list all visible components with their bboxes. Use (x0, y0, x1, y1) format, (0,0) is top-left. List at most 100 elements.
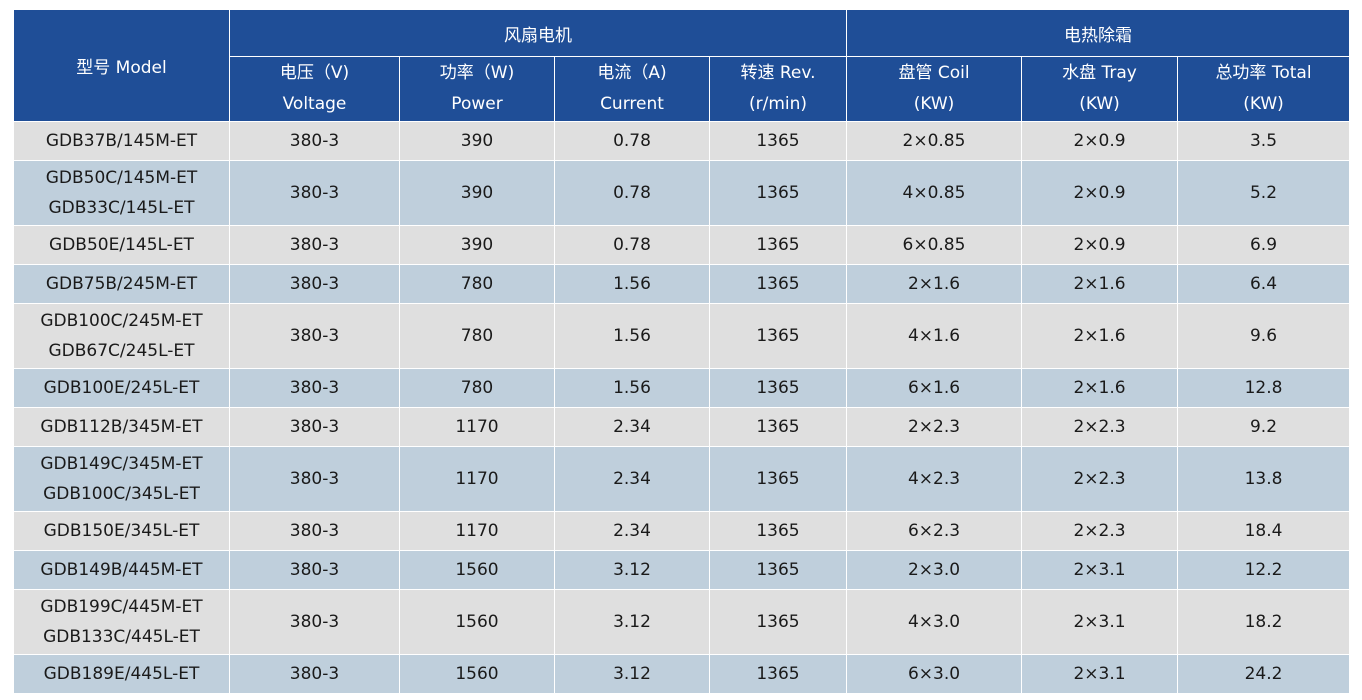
cell-voltage: 380-3 (229, 511, 400, 551)
cell-model: GDB50E/145L-ET (13, 225, 230, 265)
header-tray-label: 水盘 Tray (1062, 63, 1137, 83)
cell-tray: 2×3.1 (1021, 589, 1178, 655)
cell-total: 9.6 (1177, 303, 1350, 369)
header-coil: 盘管 Coil (KW) (846, 56, 1022, 122)
table-row: GDB37B/145M-ET 380-3 390 0.78 1365 2×0.85 2×0.… (13, 121, 1350, 161)
cell-voltage: 380-3 (229, 160, 400, 226)
header-tray-unit: (KW) (1079, 94, 1120, 114)
cell-tray: 2×3.1 (1021, 550, 1178, 590)
model-number: GDB149C/345M-ET (40, 454, 203, 474)
cell-total: 3.5 (1177, 121, 1350, 161)
header-total-power: 总功率 Total (KW) (1177, 56, 1350, 122)
cell-current: 3.12 (554, 654, 710, 694)
cell-voltage: 380-3 (229, 550, 400, 590)
cell-total: 6.9 (1177, 225, 1350, 265)
model-number: GDB50C/145M-ET (45, 168, 198, 188)
cell-total: 18.4 (1177, 511, 1350, 551)
header-current-en: Current (600, 94, 664, 114)
cell-total: 9.2 (1177, 407, 1350, 447)
cell-tray: 2×0.9 (1021, 121, 1178, 161)
cell-current: 2.34 (554, 446, 710, 512)
cell-coil: 2×2.3 (846, 407, 1022, 447)
cell-model: GDB50C/145M-ET GDB33C/145L-ET (13, 160, 230, 226)
model-number: GDB37B/145M-ET (45, 131, 198, 151)
cell-speed: 1365 (709, 407, 847, 447)
cell-total: 24.2 (1177, 654, 1350, 694)
header-tray: 水盘 Tray (KW) (1021, 56, 1178, 122)
header-current: 电流（A) Current (554, 56, 710, 122)
cell-speed: 1365 (709, 654, 847, 694)
cell-model: GDB100C/245M-ET GDB67C/245L-ET (13, 303, 230, 369)
cell-voltage: 380-3 (229, 121, 400, 161)
cell-voltage: 380-3 (229, 303, 400, 369)
model-number: GDB67C/245L-ET (48, 341, 195, 361)
cell-current: 1.56 (554, 303, 710, 369)
cell-power: 390 (399, 121, 555, 161)
model-number: GDB189E/445L-ET (43, 664, 200, 684)
cell-power: 1170 (399, 446, 555, 512)
header-coil-unit: (KW) (913, 94, 955, 114)
cell-tray: 2×2.3 (1021, 511, 1178, 551)
cell-total: 13.8 (1177, 446, 1350, 512)
table-row: GDB50C/145M-ET GDB33C/145L-ET 380-3 390 0.78… (13, 160, 1350, 226)
model-number: GDB50E/145L-ET (49, 235, 194, 255)
spec-table-container: 型号 Model 风扇电机 电热除霜 电压（V) Voltage 功率（W) P… (13, 9, 1350, 694)
cell-model: GDB37B/145M-ET (13, 121, 230, 161)
cell-coil: 2×3.0 (846, 550, 1022, 590)
cell-coil: 2×1.6 (846, 264, 1022, 304)
header-total-unit: (KW) (1243, 94, 1284, 114)
cell-model: GDB150E/345L-ET (13, 511, 230, 551)
cell-power: 780 (399, 368, 555, 408)
cell-tray: 2×1.6 (1021, 368, 1178, 408)
header-voltage-en: Voltage (282, 94, 347, 114)
cell-voltage: 380-3 (229, 368, 400, 408)
header-voltage-zh: 电压（V) (279, 63, 350, 83)
cell-speed: 1365 (709, 121, 847, 161)
table-row: GDB100E/245L-ET 380-3 780 1.56 1365 6×1.6 2×1.… (13, 368, 1350, 408)
cell-coil: 4×0.85 (846, 160, 1022, 226)
cell-current: 1.56 (554, 368, 710, 408)
header-power-en: Power (451, 94, 503, 114)
model-number: GDB100C/345L-ET (43, 484, 200, 504)
cell-power: 1560 (399, 589, 555, 655)
cell-current: 0.78 (554, 121, 710, 161)
cell-tray: 2×0.9 (1021, 160, 1178, 226)
header-current-zh: 电流（A) (597, 63, 667, 83)
cell-current: 0.78 (554, 225, 710, 265)
cell-current: 2.34 (554, 511, 710, 551)
cell-current: 0.78 (554, 160, 710, 226)
cell-coil: 4×2.3 (846, 446, 1022, 512)
table-row: GDB75B/245M-ET 380-3 780 1.56 1365 2×1.6 2×1.6… (13, 264, 1350, 304)
model-number: GDB112B/345M-ET (40, 417, 203, 437)
cell-total: 18.2 (1177, 589, 1350, 655)
model-number: GDB75B/245M-ET (45, 274, 198, 294)
cell-voltage: 380-3 (229, 225, 400, 265)
model-number: GDB199C/445M-ET (40, 597, 203, 617)
cell-speed: 1365 (709, 160, 847, 226)
cell-model: GDB149C/345M-ET GDB100C/345L-ET (13, 446, 230, 512)
table-row: GDB189E/445L-ET 380-3 1560 3.12 1365 6×3.0 2×3… (13, 654, 1350, 694)
cell-power: 1560 (399, 550, 555, 590)
cell-voltage: 380-3 (229, 264, 400, 304)
table-row: GDB149B/445M-ET 380-3 1560 3.12 1365 2×3.0 2×3… (13, 550, 1350, 590)
cell-model: GDB112B/345M-ET (13, 407, 230, 447)
header-power-zh: 功率（W) (439, 63, 515, 83)
table-row: GDB149C/345M-ET GDB100C/345L-ET 380-3 1170 2… (13, 446, 1350, 512)
cell-speed: 1365 (709, 264, 847, 304)
header-voltage: 电压（V) Voltage (229, 56, 400, 122)
cell-voltage: 380-3 (229, 654, 400, 694)
cell-speed: 1365 (709, 511, 847, 551)
cell-total: 12.2 (1177, 550, 1350, 590)
cell-power: 780 (399, 303, 555, 369)
cell-coil: 2×0.85 (846, 121, 1022, 161)
cell-power: 780 (399, 264, 555, 304)
header-coil-label: 盘管 Coil (898, 63, 970, 83)
cell-speed: 1365 (709, 303, 847, 369)
cell-current: 1.56 (554, 264, 710, 304)
model-number: GDB33C/145L-ET (48, 198, 195, 218)
cell-model: GDB189E/445L-ET (13, 654, 230, 694)
cell-current: 2.34 (554, 407, 710, 447)
cell-speed: 1365 (709, 368, 847, 408)
cell-tray: 2×3.1 (1021, 654, 1178, 694)
cell-model: GDB149B/445M-ET (13, 550, 230, 590)
